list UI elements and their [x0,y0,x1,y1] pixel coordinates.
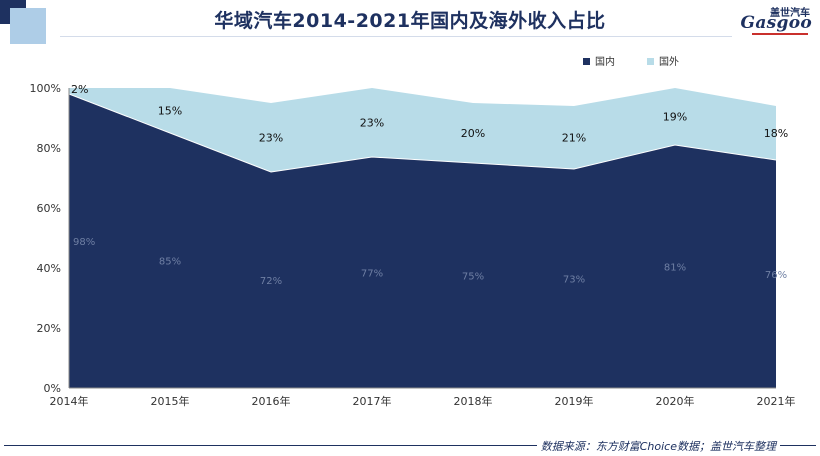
legend-swatch [647,58,654,65]
page-title: 华域汽车2014-2021年国内及海外收入占比 [214,10,606,32]
logo-cn-text: 盖世汽车 [770,8,810,19]
legend-label: 国内 [595,55,615,68]
y-tick-label: 20% [37,322,61,335]
data-label-domestic: 73% [563,275,585,286]
data-label-overseas: 15% [158,105,182,118]
x-tick-label: 2021年 [757,394,796,408]
logo-accent-bar [752,33,808,35]
legend-swatch [583,58,590,65]
footer-divider [4,445,816,446]
y-tick-label: 100% [30,82,61,95]
data-label-domestic: 85% [159,257,181,268]
x-tick-label: 2014年 [50,394,89,408]
y-tick-label: 40% [37,262,61,275]
data-label-domestic: 72% [260,276,282,287]
x-tick-label: 2017年 [353,394,392,408]
data-label-overseas: 19% [663,111,687,124]
data-label-domestic: 76% [765,270,787,281]
logo-en-text: Gasgoo [740,13,812,33]
data-label-overseas: 2% [71,83,88,96]
data-label-overseas: 18% [764,127,788,140]
data-label-domestic: 98% [73,237,95,248]
y-tick-label: 60% [37,202,61,215]
data-label-domestic: 81% [664,263,686,274]
x-tick-label: 2020年 [656,394,695,408]
data-label-overseas: 21% [562,132,586,145]
y-tick-label: 0% [44,382,61,395]
legend-label: 国外 [659,56,679,68]
y-tick-label: 80% [37,142,61,155]
x-tick-label: 2018年 [454,394,493,408]
source-note: 数据来源：东方财富Choice数据；盖世汽车整理 [536,438,780,454]
header-divider [60,36,732,37]
data-label-overseas: 23% [360,117,384,130]
data-label-overseas: 23% [259,132,283,145]
corner-decoration-light [10,8,46,44]
data-label-domestic: 75% [462,272,484,283]
series-area-overseas [69,88,776,172]
x-tick-label: 2015年 [151,394,190,408]
data-label-domestic: 77% [361,269,383,280]
data-label-overseas: 20% [461,127,485,140]
x-tick-label: 2016年 [252,394,291,408]
x-tick-label: 2019年 [555,394,594,408]
series-boundary-line [68,93,777,173]
gasgoo-logo: 盖世汽车 Gasgoo [740,4,812,40]
series-area-domestic [69,94,776,388]
